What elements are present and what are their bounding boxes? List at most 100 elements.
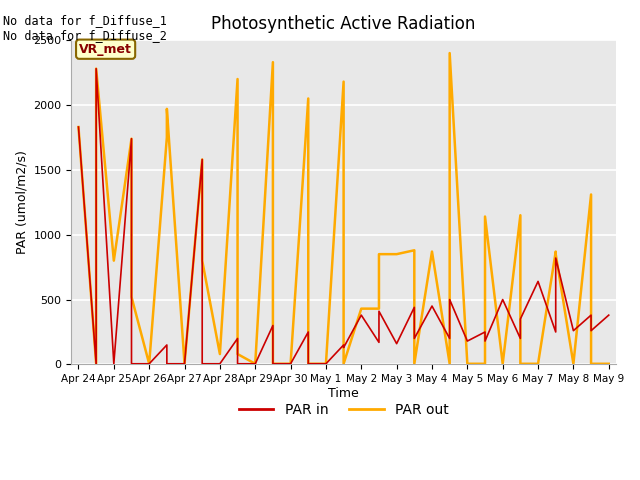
PAR out [481, 214, 489, 219]
PAR out [446, 50, 454, 56]
PAR in [588, 312, 595, 318]
PAR out [216, 351, 224, 357]
PAR out [340, 79, 348, 84]
PAR out [305, 361, 312, 367]
PAR in [534, 278, 542, 284]
PAR in [234, 336, 241, 341]
PAR out [127, 294, 135, 300]
PAR out [375, 306, 383, 312]
PAR out [234, 76, 241, 82]
PAR in [305, 329, 312, 335]
PAR out [75, 124, 83, 130]
PAR in [305, 361, 312, 367]
PAR out [180, 361, 188, 367]
PAR in [127, 136, 135, 142]
PAR out [127, 136, 135, 142]
PAR in [75, 124, 83, 130]
PAR out [287, 361, 294, 367]
PAR in [393, 341, 401, 347]
PAR in [163, 361, 171, 367]
PAR in [552, 255, 559, 261]
PAR out [234, 351, 241, 357]
PAR in [287, 361, 294, 367]
PAR out [588, 361, 595, 367]
PAR in [552, 329, 559, 335]
PAR out [305, 96, 312, 101]
PAR in [198, 156, 206, 162]
PAR out [322, 361, 330, 367]
Line: PAR in: PAR in [79, 69, 609, 364]
PAR in [127, 361, 135, 367]
PAR in [516, 336, 524, 341]
PAR in [269, 323, 276, 328]
PAR in [410, 336, 418, 341]
PAR out [145, 361, 153, 367]
PAR out [375, 251, 383, 257]
PAR in [216, 361, 224, 367]
PAR in [340, 345, 348, 350]
PAR in [234, 361, 241, 367]
Text: VR_met: VR_met [79, 43, 132, 56]
X-axis label: Time: Time [328, 387, 359, 400]
Y-axis label: PAR (umol/m2/s): PAR (umol/m2/s) [15, 150, 28, 254]
PAR out [463, 361, 471, 367]
PAR out [410, 361, 418, 367]
PAR in [358, 312, 365, 318]
PAR out [516, 212, 524, 218]
Line: PAR out: PAR out [79, 53, 609, 364]
PAR in [180, 361, 188, 367]
PAR out [252, 361, 259, 367]
PAR in [605, 312, 612, 318]
PAR in [410, 304, 418, 310]
PAR out [534, 361, 542, 367]
PAR in [463, 338, 471, 344]
PAR in [481, 338, 489, 344]
PAR in [269, 361, 276, 367]
Title: Photosynthetic Active Radiation: Photosynthetic Active Radiation [211, 15, 476, 33]
PAR in [481, 329, 489, 335]
PAR in [446, 336, 454, 341]
PAR in [110, 361, 118, 367]
PAR in [428, 303, 436, 309]
PAR out [269, 60, 276, 65]
PAR out [340, 361, 348, 367]
PAR out [110, 258, 118, 264]
PAR out [588, 192, 595, 197]
PAR out [446, 361, 454, 367]
PAR in [92, 66, 100, 72]
PAR out [428, 249, 436, 254]
PAR in [340, 342, 348, 348]
PAR out [198, 258, 206, 264]
PAR out [516, 361, 524, 367]
PAR out [358, 306, 365, 312]
PAR out [410, 247, 418, 253]
PAR out [605, 361, 612, 367]
PAR in [570, 328, 577, 334]
PAR out [163, 106, 171, 112]
PAR out [393, 251, 401, 257]
PAR in [499, 297, 506, 302]
PAR out [92, 66, 100, 72]
Legend: PAR in, PAR out: PAR in, PAR out [233, 397, 454, 422]
PAR out [163, 134, 171, 140]
PAR out [499, 361, 506, 367]
PAR out [552, 251, 559, 257]
PAR in [92, 361, 100, 367]
PAR in [446, 297, 454, 302]
PAR out [269, 361, 276, 367]
PAR in [375, 339, 383, 345]
PAR in [588, 328, 595, 334]
PAR in [322, 361, 330, 367]
PAR in [145, 361, 153, 367]
PAR in [375, 308, 383, 314]
PAR out [198, 156, 206, 162]
PAR in [516, 316, 524, 322]
PAR in [163, 342, 171, 348]
Text: No data for f_Diffuse_1
No data for f_Diffuse_2: No data for f_Diffuse_1 No data for f_Di… [3, 14, 167, 42]
PAR out [481, 361, 489, 367]
PAR in [198, 361, 206, 367]
PAR out [552, 249, 559, 254]
PAR in [252, 361, 259, 367]
PAR out [92, 361, 100, 367]
PAR out [570, 361, 577, 367]
